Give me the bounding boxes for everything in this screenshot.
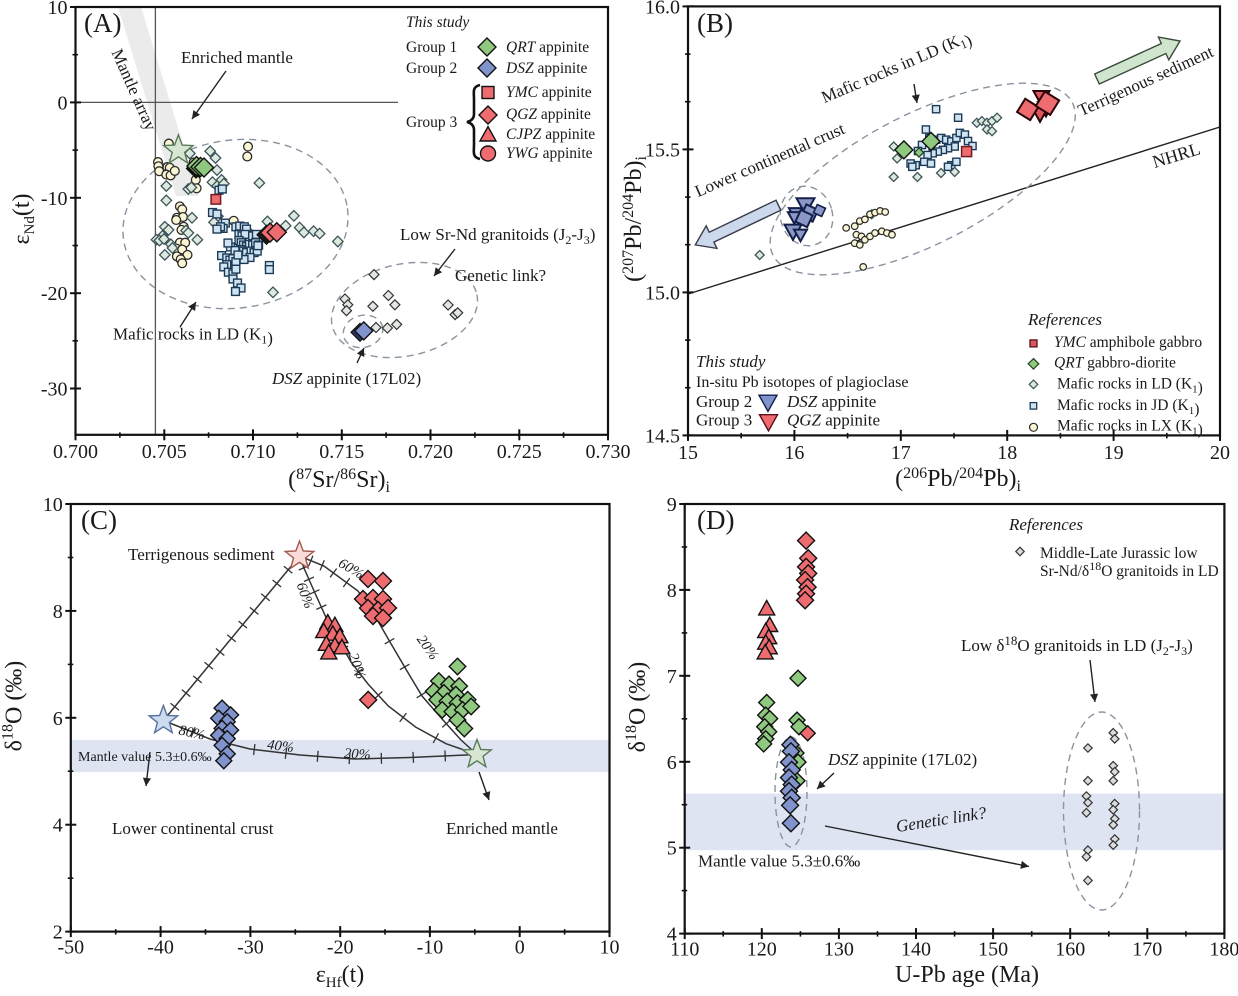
svg-text:Mantle value 5.3±0.6‰: Mantle value 5.3±0.6‰ (78, 750, 212, 765)
svg-text:180: 180 (1209, 939, 1238, 961)
svg-text:17: 17 (891, 442, 911, 464)
svg-text:130: 130 (824, 939, 854, 961)
svg-text:Enriched mantle: Enriched mantle (181, 48, 293, 67)
svg-text:QRT gabbro-diorite: QRT gabbro-diorite (1054, 355, 1176, 372)
svg-text:7: 7 (667, 666, 677, 688)
svg-text:0: 0 (58, 92, 68, 114)
svg-text:DSZ appinite (17L02): DSZ appinite (17L02) (271, 369, 421, 388)
svg-text:Group 3: Group 3 (696, 411, 752, 430)
svg-text:140: 140 (901, 939, 931, 961)
svg-text:YMC amphibole gabbro: YMC amphibole gabbro (1054, 334, 1202, 351)
svg-text:16.0: 16.0 (645, 0, 680, 18)
svg-text:6: 6 (667, 752, 677, 774)
svg-text:Terrigenous sediment: Terrigenous sediment (128, 545, 275, 564)
svg-text:Group 2: Group 2 (406, 60, 457, 77)
svg-text:U-Pb age (Ma): U-Pb age (Ma) (895, 962, 1039, 988)
svg-text:QGZ appinite: QGZ appinite (787, 411, 880, 430)
svg-text:This study: This study (406, 14, 469, 31)
svg-text:Group 1: Group 1 (406, 39, 457, 56)
svg-text:14.5: 14.5 (645, 425, 680, 447)
svg-text:-30: -30 (237, 937, 264, 959)
svg-text:15.5: 15.5 (645, 139, 680, 161)
svg-text:-20: -20 (327, 937, 354, 959)
svg-text:16: 16 (784, 442, 804, 464)
svg-text:10: 10 (48, 0, 68, 19)
svg-text:160: 160 (1055, 939, 1085, 961)
svg-text:Genetic link?: Genetic link? (455, 266, 546, 285)
svg-text:(C): (C) (81, 505, 117, 535)
svg-text:15: 15 (678, 442, 698, 464)
svg-text:170: 170 (1132, 939, 1162, 961)
svg-text:18: 18 (997, 442, 1017, 464)
svg-text:0.725: 0.725 (497, 441, 542, 463)
svg-text:120: 120 (747, 939, 777, 961)
svg-text:5: 5 (667, 838, 677, 860)
svg-text:-10: -10 (41, 188, 68, 210)
svg-text:DSZ appinite (17L02): DSZ appinite (17L02) (827, 750, 977, 769)
svg-text:DSZ appinite: DSZ appinite (505, 60, 588, 77)
svg-text:4: 4 (667, 924, 677, 946)
svg-text:4: 4 (53, 815, 63, 837)
svg-text:150: 150 (978, 939, 1008, 961)
svg-text:QRT appinite: QRT appinite (506, 39, 589, 56)
svg-text:Lower continental crust: Lower continental crust (112, 819, 274, 838)
svg-text:-10: -10 (417, 937, 444, 959)
svg-text:Group 3: Group 3 (406, 114, 457, 131)
svg-text:8: 8 (667, 580, 677, 602)
svg-text:Low δ18O granitoids in LD (J2-: Low δ18O granitoids in LD (J2-J3) (961, 633, 1193, 658)
svg-text:0.705: 0.705 (142, 441, 187, 463)
svg-text:-20: -20 (41, 283, 68, 305)
svg-text:0: 0 (515, 937, 525, 959)
svg-text:0.710: 0.710 (231, 441, 276, 463)
svg-text:(A): (A) (84, 8, 121, 38)
svg-text:-30: -30 (41, 379, 68, 401)
svg-text:In-situ Pb isotopes of plagioc: In-situ Pb isotopes of plagioclase (696, 374, 908, 391)
svg-text:Middle-Late Jurassic low: Middle-Late Jurassic low (1040, 545, 1198, 562)
svg-text:10: 10 (43, 494, 63, 516)
svg-text:0.700: 0.700 (53, 441, 98, 463)
svg-text:This study: This study (696, 352, 766, 371)
svg-text:0.720: 0.720 (408, 441, 453, 463)
svg-text:YWG appinite: YWG appinite (506, 145, 593, 162)
svg-text:YMC appinite: YMC appinite (506, 84, 592, 101)
svg-text:8: 8 (53, 601, 63, 623)
svg-text:19: 19 (1104, 442, 1124, 464)
svg-text:DSZ appinite: DSZ appinite (786, 392, 876, 411)
svg-text:20: 20 (1210, 442, 1230, 464)
svg-text:References: References (1008, 515, 1083, 534)
svg-text:10: 10 (600, 937, 620, 959)
svg-text:20%: 20% (343, 746, 371, 764)
svg-text:(B): (B) (697, 8, 733, 38)
svg-text:QGZ appinite: QGZ appinite (506, 106, 591, 123)
svg-text:(D): (D) (697, 505, 734, 535)
svg-text:2: 2 (53, 922, 63, 944)
svg-text:40%: 40% (266, 737, 294, 756)
svg-text:-40: -40 (147, 937, 174, 959)
svg-text:15.0: 15.0 (645, 282, 680, 304)
svg-text:Sr-Nd/δ18O granitoids in LD: Sr-Nd/δ18O granitoids in LD (1040, 559, 1219, 580)
svg-text:6: 6 (53, 708, 63, 730)
svg-text:Group 2: Group 2 (696, 392, 752, 411)
svg-text:0.730: 0.730 (586, 441, 631, 463)
svg-text:Mantle value 5.3±0.6‰: Mantle value 5.3±0.6‰ (698, 852, 860, 871)
svg-text:References: References (1027, 310, 1102, 329)
svg-text:CJPZ appinite: CJPZ appinite (506, 126, 595, 143)
svg-text:9: 9 (667, 494, 677, 516)
svg-text:0.715: 0.715 (319, 441, 364, 463)
svg-text:Enriched mantle: Enriched mantle (446, 819, 558, 838)
